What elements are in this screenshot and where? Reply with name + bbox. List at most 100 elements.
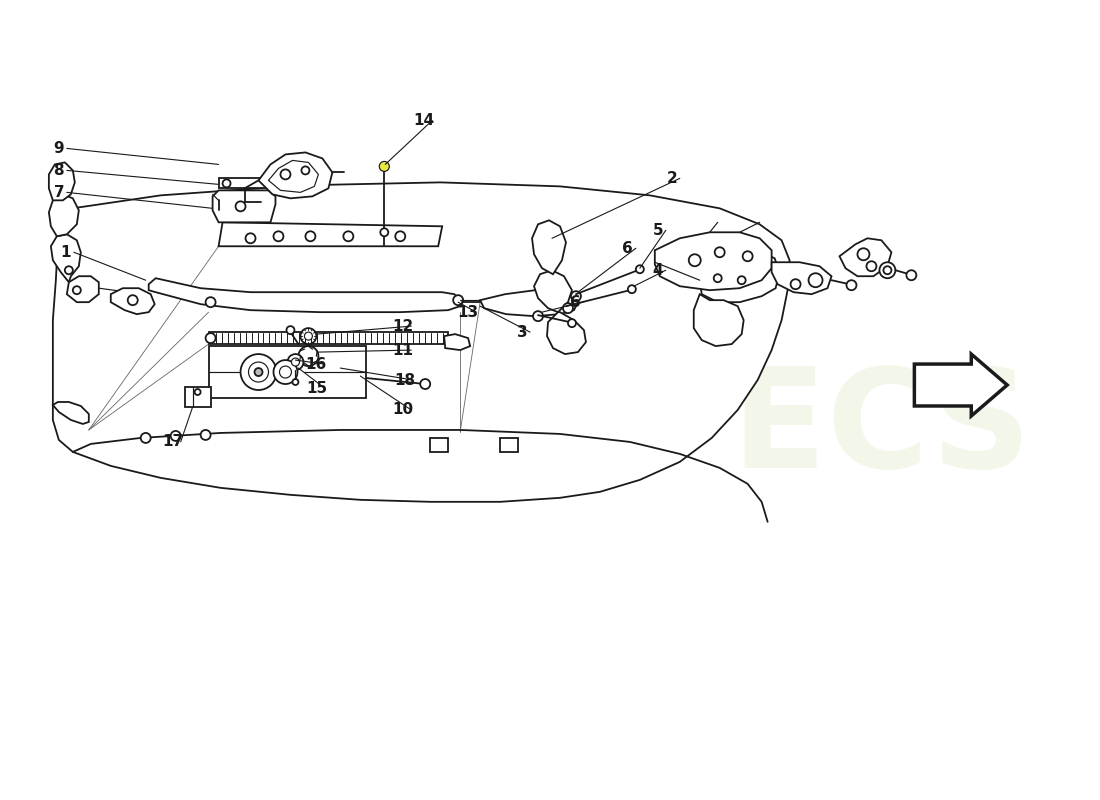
Circle shape [298, 346, 318, 366]
Circle shape [301, 166, 309, 174]
Polygon shape [700, 252, 780, 302]
Text: 16: 16 [306, 357, 327, 371]
Circle shape [195, 389, 200, 395]
Circle shape [395, 231, 405, 242]
Bar [219, 178, 274, 188]
Polygon shape [67, 276, 99, 302]
Circle shape [206, 333, 216, 343]
Circle shape [222, 179, 231, 187]
Circle shape [249, 362, 268, 382]
Text: 8: 8 [54, 163, 64, 178]
Text: 2: 2 [667, 171, 678, 186]
Circle shape [379, 162, 389, 171]
Circle shape [206, 297, 216, 307]
Circle shape [279, 366, 292, 378]
Circle shape [714, 274, 722, 282]
Polygon shape [111, 288, 155, 314]
Circle shape [306, 231, 316, 242]
Polygon shape [444, 334, 470, 350]
Circle shape [534, 311, 543, 321]
Polygon shape [547, 312, 586, 354]
Polygon shape [53, 402, 89, 424]
Polygon shape [532, 220, 566, 274]
Circle shape [568, 319, 576, 327]
Polygon shape [771, 262, 832, 294]
Circle shape [245, 234, 255, 243]
Circle shape [381, 228, 388, 236]
Circle shape [628, 285, 636, 293]
Circle shape [563, 303, 573, 313]
Polygon shape [53, 182, 790, 502]
Circle shape [141, 433, 151, 443]
Text: ELI: ELI [310, 252, 722, 488]
Bar [185, 387, 210, 407]
Text: 11: 11 [393, 342, 414, 358]
Text: SPECS: SPECS [530, 362, 1032, 498]
Circle shape [280, 170, 290, 179]
Circle shape [742, 251, 752, 262]
Text: 3: 3 [517, 325, 527, 340]
Circle shape [274, 231, 284, 242]
Text: 15: 15 [306, 381, 327, 395]
Text: 6: 6 [570, 294, 581, 310]
Polygon shape [839, 238, 891, 276]
Text: 17: 17 [162, 434, 184, 450]
Circle shape [808, 274, 823, 287]
Circle shape [420, 379, 430, 389]
Bar [500, 438, 518, 452]
Text: a passion for parts since 198: a passion for parts since 198 [261, 274, 744, 306]
Circle shape [879, 262, 895, 278]
Polygon shape [148, 278, 462, 312]
Polygon shape [48, 194, 79, 236]
Polygon shape [914, 354, 1008, 416]
Text: 4: 4 [652, 262, 663, 278]
Circle shape [847, 280, 857, 290]
Circle shape [235, 202, 245, 211]
Bar [430, 438, 448, 452]
Circle shape [791, 279, 801, 289]
Polygon shape [212, 190, 275, 222]
Circle shape [170, 431, 180, 441]
Circle shape [636, 266, 644, 274]
Circle shape [300, 328, 317, 344]
Circle shape [343, 231, 353, 242]
Text: 12: 12 [393, 318, 414, 334]
Circle shape [73, 286, 80, 294]
Circle shape [128, 295, 138, 305]
Polygon shape [480, 290, 578, 316]
Polygon shape [219, 222, 442, 246]
Polygon shape [258, 153, 332, 198]
Circle shape [241, 354, 276, 390]
Circle shape [305, 332, 312, 340]
Circle shape [715, 247, 725, 258]
Circle shape [286, 326, 295, 334]
Text: 7: 7 [54, 185, 64, 200]
Circle shape [738, 276, 746, 284]
Text: 1: 1 [60, 245, 72, 260]
Circle shape [287, 354, 304, 370]
Polygon shape [48, 162, 75, 200]
Circle shape [65, 266, 73, 274]
Text: 5: 5 [652, 222, 663, 238]
Circle shape [867, 262, 877, 271]
Text: 9: 9 [54, 141, 64, 156]
Bar [209, 332, 448, 344]
Circle shape [689, 254, 701, 266]
Text: 14: 14 [414, 113, 435, 128]
Circle shape [906, 270, 916, 280]
Circle shape [453, 295, 463, 305]
Polygon shape [534, 270, 572, 312]
Circle shape [883, 266, 891, 274]
Circle shape [858, 248, 869, 260]
Text: 18: 18 [395, 373, 416, 387]
Polygon shape [654, 232, 771, 290]
Circle shape [293, 379, 298, 385]
Bar [209, 346, 366, 398]
Text: 6: 6 [623, 241, 634, 256]
Circle shape [254, 368, 263, 376]
Polygon shape [51, 234, 80, 282]
Circle shape [571, 291, 581, 301]
Circle shape [274, 360, 297, 384]
Text: 13: 13 [458, 305, 478, 320]
Polygon shape [694, 294, 744, 346]
